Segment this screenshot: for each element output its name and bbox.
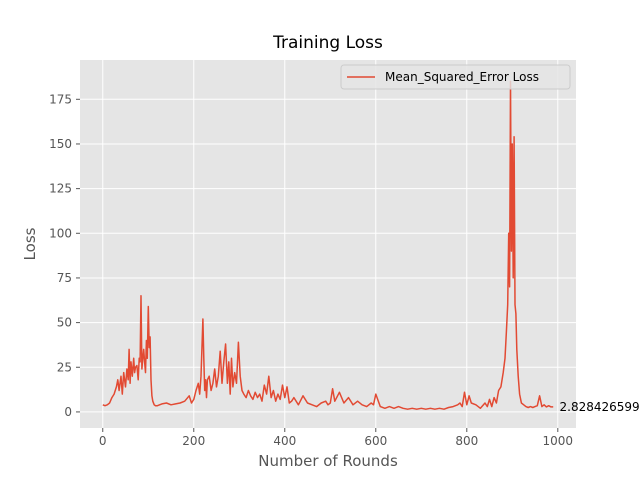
final-loss-annotation: 2.828426599 xyxy=(560,400,640,414)
x-tick-label: 600 xyxy=(364,434,387,448)
legend-entry-mean-squared-error-loss: Mean_Squared_Error Loss xyxy=(385,70,539,84)
y-tick-label: 150 xyxy=(49,137,72,151)
y-tick-label: 25 xyxy=(57,360,72,374)
y-tick-label: 0 xyxy=(64,405,72,419)
annotations: 2.828426599 xyxy=(560,400,640,414)
x-tick-label: 0 xyxy=(99,434,107,448)
series-layer xyxy=(102,80,554,410)
x-tick-label: 1000 xyxy=(543,434,574,448)
x-tick-label: 200 xyxy=(182,434,205,448)
legend-box xyxy=(340,64,571,90)
y-tick-label: 175 xyxy=(49,92,72,106)
series-line-mean-squared-error-loss xyxy=(102,80,554,410)
x-tick-label: 800 xyxy=(455,434,478,448)
gridlines xyxy=(76,60,576,432)
y-tick-label: 75 xyxy=(57,271,72,285)
plot-area xyxy=(80,60,576,428)
y-tick-label: 125 xyxy=(49,182,72,196)
tick-labels: 0 200 400 600 800 1000 0 25 50 75 100 125 150 175 xyxy=(49,92,573,448)
chart-title: Training Loss xyxy=(272,33,383,53)
x-axis-label: Number of Rounds xyxy=(258,452,398,470)
y-tick-label: 50 xyxy=(57,316,72,330)
y-tick-label: 100 xyxy=(49,226,72,240)
x-tick-label: 400 xyxy=(273,434,296,448)
legend: Mean_Squared_Error Loss xyxy=(340,64,571,90)
y-axis-label: Loss xyxy=(21,227,39,260)
